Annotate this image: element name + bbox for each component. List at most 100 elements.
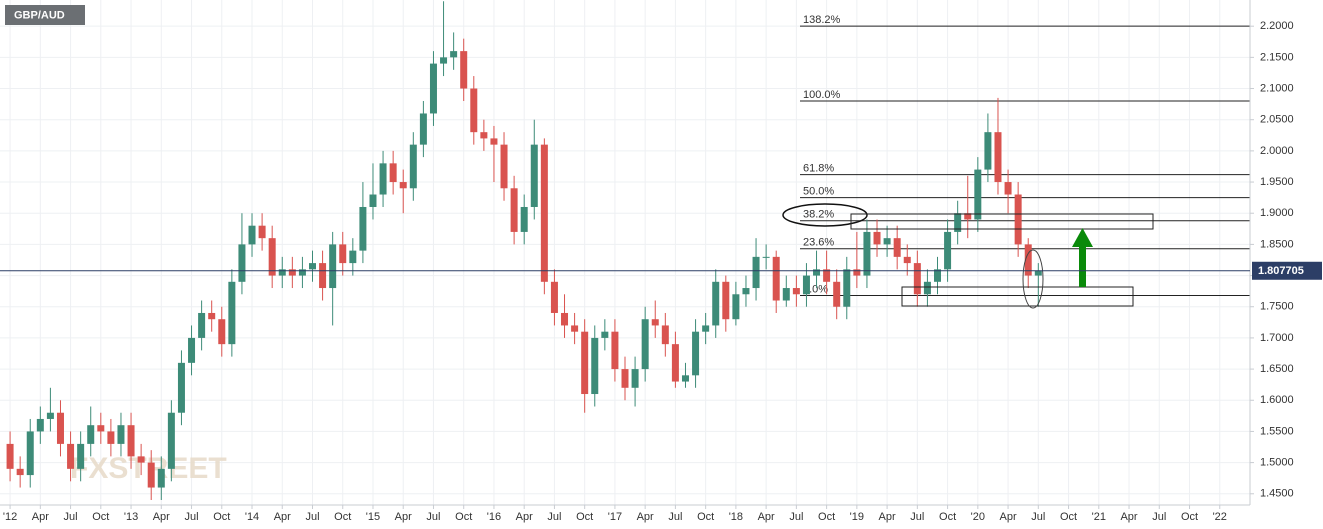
annotation-ellipse — [782, 203, 868, 227]
candle-body — [409, 144, 417, 189]
y-tick-label: 2.2000 — [1260, 20, 1294, 32]
zone-box — [901, 286, 1134, 307]
y-tick-label: 2.0500 — [1260, 114, 1294, 126]
fib-label: 23.6% — [803, 237, 834, 249]
candle-body — [964, 213, 972, 220]
ticker-box — [5, 5, 85, 25]
candle-body — [460, 51, 468, 89]
candle-body — [873, 231, 881, 245]
candle-body — [833, 281, 841, 307]
candle-body — [772, 256, 780, 301]
candle-body — [67, 443, 75, 469]
candle-body — [1024, 244, 1032, 276]
candle-body — [1004, 182, 1012, 195]
x-tick-label: Oct — [334, 511, 351, 523]
candle-body — [228, 281, 236, 345]
candle-body — [177, 362, 185, 413]
candle-body — [984, 132, 992, 170]
y-tick-label: 2.0000 — [1260, 145, 1294, 157]
candle-body — [97, 425, 105, 432]
candle-body — [752, 256, 760, 289]
x-tick-label: Jul — [1152, 511, 1166, 523]
candle-body — [36, 418, 44, 432]
x-tick-label: Apr — [1120, 511, 1137, 523]
candle-body — [319, 263, 327, 289]
x-tick-label: Oct — [576, 511, 593, 523]
x-tick-label: Apr — [879, 511, 896, 523]
candle-body — [16, 468, 24, 476]
candle-body — [550, 281, 558, 313]
candle-body — [238, 244, 246, 282]
x-tick-label: Apr — [153, 511, 170, 523]
x-tick-label: Jul — [64, 511, 78, 523]
candle-body — [863, 231, 871, 276]
y-tick-label: 1.6000 — [1260, 394, 1294, 406]
candle-body — [944, 231, 952, 270]
y-tick-label: 1.9000 — [1260, 207, 1294, 219]
x-tick-label: Oct — [1181, 511, 1198, 523]
x-tick-label: '19 — [850, 511, 864, 523]
candle-body — [248, 225, 256, 245]
candle-body — [6, 443, 14, 469]
arrow-head — [1072, 228, 1093, 247]
x-tick-label: Apr — [395, 511, 412, 523]
candle-body — [722, 281, 730, 320]
x-tick-label: '17 — [608, 511, 622, 523]
x-tick-label: Jul — [547, 511, 561, 523]
x-tick-label: Apr — [1000, 511, 1017, 523]
y-tick-label: 1.8500 — [1260, 238, 1294, 250]
y-tick-label: 1.7500 — [1260, 301, 1294, 313]
candle-body — [298, 269, 306, 276]
arrow-shaft — [1079, 246, 1086, 287]
x-tick-label: '20 — [971, 511, 985, 523]
candle-body — [339, 244, 347, 264]
x-tick-label: Apr — [637, 511, 654, 523]
candle-body — [651, 319, 659, 326]
last-price-box — [1252, 261, 1322, 280]
candle-body — [258, 225, 266, 239]
zone-box — [850, 213, 1154, 230]
last-price-label: 1.807705 — [1258, 265, 1304, 277]
candle-body — [157, 468, 165, 488]
y-tick-label: 1.6500 — [1260, 363, 1294, 375]
candle-body — [147, 462, 155, 488]
candle-body — [87, 425, 95, 444]
y-tick-label: 1.4500 — [1260, 488, 1294, 500]
candle-body — [450, 51, 458, 58]
candle-body — [702, 325, 710, 332]
candle-body — [813, 269, 821, 276]
candle-body — [349, 250, 357, 264]
x-tick-label: '16 — [487, 511, 501, 523]
candle-body — [137, 456, 145, 463]
x-tick-label: Oct — [1060, 511, 1077, 523]
candle-body — [127, 425, 135, 457]
candle-body — [661, 325, 669, 345]
candle-body — [500, 144, 508, 189]
candle-body — [26, 431, 34, 476]
candle-body — [77, 443, 85, 469]
candle-body — [480, 132, 488, 139]
candle-body — [601, 331, 609, 338]
y-tick-label: 1.5000 — [1260, 457, 1294, 469]
candle-body — [167, 412, 175, 469]
candle-body — [399, 182, 407, 189]
x-tick-label: Jul — [668, 511, 682, 523]
candle-body — [732, 294, 740, 320]
candle-body — [611, 331, 619, 370]
candle-body — [913, 263, 921, 295]
candle-body — [490, 138, 498, 145]
x-tick-label: Apr — [516, 511, 533, 523]
candle-body — [671, 344, 679, 382]
candle-body — [561, 312, 569, 326]
x-tick-label: '13 — [124, 511, 138, 523]
candle-body — [893, 238, 901, 257]
candle-body — [762, 256, 770, 258]
candle-body — [631, 369, 639, 388]
y-tick-label: 1.7000 — [1260, 332, 1294, 344]
x-tick-label: '14 — [245, 511, 259, 523]
x-tick-label: Apr — [758, 511, 775, 523]
y-tick-label: 1.5500 — [1260, 425, 1294, 437]
candle-body — [309, 263, 316, 270]
candle-body — [883, 238, 891, 245]
candle-body — [389, 163, 397, 183]
